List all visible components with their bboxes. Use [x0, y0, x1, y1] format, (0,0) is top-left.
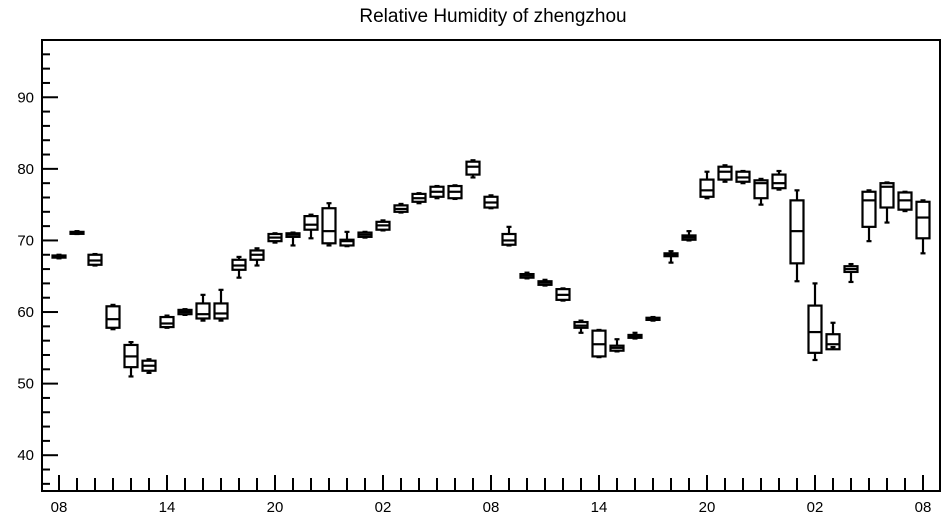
box-iqr: [915, 200, 931, 240]
y-tick-label: 60: [17, 304, 34, 321]
x-tick-label: 20: [699, 499, 716, 516]
box-42: [807, 282, 823, 362]
y-tick-label: 50: [17, 376, 34, 393]
box-iqr: [303, 215, 319, 231]
y-axis: 40 50 60 70 80 90: [17, 53, 58, 485]
x-axis: 08 14 20 02 08 14 20 02 08: [51, 475, 932, 516]
box-9: [213, 288, 229, 322]
box-2: [87, 252, 103, 267]
box-36: [699, 170, 715, 200]
box-34: [663, 250, 679, 264]
box-10: [231, 255, 247, 279]
x-tick-label: 14: [591, 499, 608, 516]
box-iqr: [825, 333, 841, 351]
box-17: [357, 230, 373, 239]
box-43: [825, 321, 841, 351]
box-20: [411, 192, 427, 205]
box-3: [105, 303, 121, 331]
box-27: [537, 278, 553, 287]
box-25: [501, 225, 517, 247]
box-44: [843, 262, 859, 284]
x-tick-label: 14: [159, 499, 176, 516]
box-1: [69, 230, 85, 236]
box-38: [735, 169, 751, 185]
box-series: [51, 159, 931, 378]
x-tick-label: 02: [807, 499, 824, 516]
box-35: [681, 230, 697, 242]
box-iqr: [717, 165, 733, 181]
y-tick-label: 40: [17, 447, 34, 464]
x-tick-label: 02: [375, 499, 392, 516]
box-iqr: [861, 190, 877, 228]
chart-title: Relative Humidity of zhengzhou: [359, 6, 626, 27]
box-21: [429, 184, 445, 200]
box-16: [339, 230, 355, 248]
box-47: [897, 190, 913, 213]
box-12: [267, 232, 283, 244]
box-46: [879, 181, 895, 224]
box-iqr: [213, 302, 229, 320]
box-iqr: [879, 182, 895, 209]
x-tick-label: 08: [483, 499, 500, 516]
y-tick-label: 70: [17, 232, 34, 249]
x-tick-label: 08: [915, 499, 932, 516]
box-7: [177, 308, 193, 316]
box-iqr: [753, 179, 769, 200]
box-iqr: [807, 304, 823, 354]
box-32: [627, 331, 643, 340]
box-39: [753, 177, 769, 206]
box-31: [609, 338, 625, 353]
box-6: [159, 314, 175, 329]
box-5: [141, 358, 157, 374]
box-33: [645, 315, 661, 322]
box-iqr: [105, 305, 121, 329]
box-24: [483, 194, 499, 210]
box-19: [393, 202, 409, 214]
y-tick-label: 80: [17, 161, 34, 178]
box-26: [519, 271, 535, 280]
box-23: [465, 159, 481, 179]
x-tick-label: 20: [267, 499, 284, 516]
box-48: [915, 199, 931, 255]
box-18: [375, 219, 391, 232]
box-11: [249, 247, 265, 267]
box-0: [51, 253, 67, 260]
box-iqr: [339, 238, 355, 247]
box-13: [285, 231, 301, 247]
box-15: [321, 202, 337, 247]
box-iqr: [699, 178, 715, 198]
box-28: [555, 287, 571, 302]
box-4: [123, 340, 139, 378]
box-iqr: [465, 160, 481, 176]
box-22: [447, 184, 463, 201]
box-29: [573, 319, 589, 334]
box-14: [303, 213, 319, 240]
box-iqr: [321, 207, 337, 245]
box-iqr: [195, 302, 211, 320]
box-45: [861, 189, 877, 243]
x-tick-label: 08: [51, 499, 68, 516]
box-iqr: [159, 315, 175, 329]
plot-frame: [41, 39, 941, 492]
box-30: [591, 328, 607, 359]
y-tick-label: 90: [17, 89, 34, 106]
box-40: [771, 169, 787, 191]
box-8: [195, 293, 211, 322]
box-41: [789, 189, 805, 283]
box-37: [717, 164, 733, 183]
box-iqr: [771, 173, 787, 190]
